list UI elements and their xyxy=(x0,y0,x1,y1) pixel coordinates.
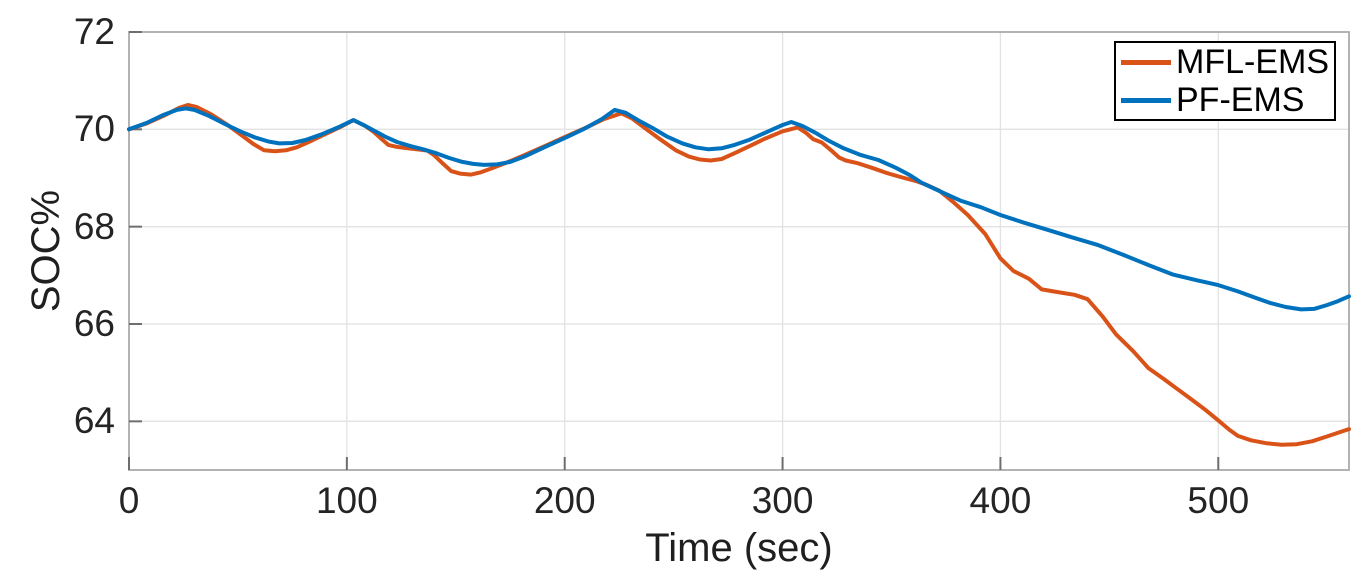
y-tick-label: 68 xyxy=(73,205,115,247)
x-tick-label: 300 xyxy=(751,480,814,521)
legend-label-pf-ems: PF-EMS xyxy=(1176,81,1305,119)
y-tick-label: 70 xyxy=(73,108,115,150)
x-tick-label: 400 xyxy=(969,480,1032,521)
x-tick-label: 100 xyxy=(315,480,378,521)
axis-box xyxy=(128,31,1350,471)
tick-marks xyxy=(128,31,1220,470)
y-tick-label: 66 xyxy=(73,303,115,344)
series-line-mfl-ems xyxy=(127,103,1351,447)
x-tick-label: 0 xyxy=(118,480,140,521)
x-tick-label: 500 xyxy=(1187,480,1250,521)
x-axis-title: Time (sec) xyxy=(645,526,833,570)
y-tick-label: 64 xyxy=(73,400,115,442)
y-axis-title: SOC% xyxy=(24,189,68,313)
grid-lines xyxy=(129,32,1349,470)
legend-line-sample-pf-ems xyxy=(1121,97,1171,103)
series-line-pf-ems xyxy=(127,106,1351,312)
legend: MFL-EMS PF-EMS xyxy=(1114,41,1336,121)
y-tick-label: 72 xyxy=(73,11,115,52)
legend-label-mfl-ems: MFL-EMS xyxy=(1176,43,1329,81)
legend-item-pf-ems: PF-EMS xyxy=(1116,81,1334,119)
legend-line-sample-mfl-ems xyxy=(1121,59,1171,65)
x-tick-label: 200 xyxy=(533,480,596,521)
legend-item-mfl-ems: MFL-EMS xyxy=(1116,43,1334,81)
